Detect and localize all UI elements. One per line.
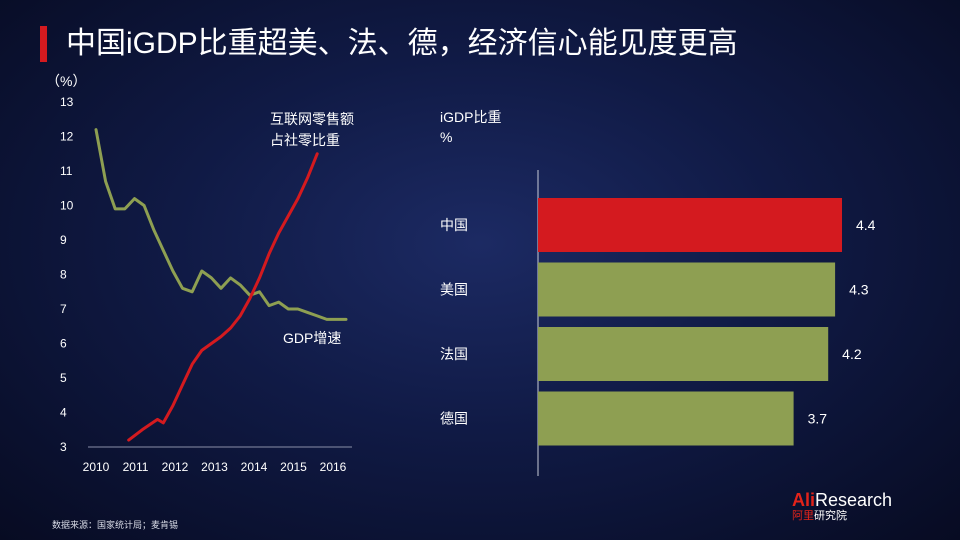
y-tick-label: 8 <box>60 268 67 282</box>
bar <box>538 327 829 381</box>
bar-category-label: 德国 <box>440 411 468 427</box>
y-tick-label: 10 <box>60 199 74 213</box>
y-tick-label: 11 <box>60 164 73 178</box>
logo-text-cn-2: 研究院 <box>814 510 847 522</box>
bar <box>538 262 836 317</box>
gdp-growth-series-label: GDP增速 <box>283 330 341 346</box>
source-note: 数据来源：国家统计局；麦肯锡 <box>52 520 179 530</box>
online-retail-series-label: 占社零比重 <box>270 132 340 148</box>
y-tick-label: 4 <box>60 406 67 420</box>
bar-category-label: 美国 <box>440 282 468 298</box>
bar-value-label: 3.7 <box>808 411 828 427</box>
bar-category-label: 法国 <box>440 346 468 362</box>
online-retail-series-label: 互联网零售额 <box>270 111 354 127</box>
x-tick-label: 2011 <box>123 460 149 474</box>
x-tick-label: 2016 <box>320 460 347 474</box>
y-tick-label: 7 <box>60 302 67 316</box>
x-tick-label: 2010 <box>83 460 110 474</box>
logo-text-ali: Ali <box>792 490 816 510</box>
aliresearch-logo: AliResearch 阿里研究院 <box>792 490 892 523</box>
bar <box>538 198 842 252</box>
bar-value-label: 4.3 <box>849 282 869 298</box>
bar-category-label: 中国 <box>440 217 468 233</box>
y-tick-label: 9 <box>60 233 67 247</box>
y-tick-label: 6 <box>60 337 67 351</box>
y-tick-label: 5 <box>60 371 67 385</box>
y-tick-label: 12 <box>60 130 74 144</box>
bar-chart-title: % <box>440 129 452 145</box>
bar-chart-title: iGDP比重 <box>440 109 501 125</box>
page-title: 中国iGDP比重超美、法、德，经济信心能见度更高 <box>66 27 738 60</box>
line-chart: （%） 13 12 11 10 9 8 7 6 5 4 3 2010 2011 2012 2013 2014 20… <box>46 73 354 474</box>
bar-value-label: 4.2 <box>842 346 862 362</box>
y-tick-label: 13 <box>60 95 74 109</box>
logo-text-cn-1: 阿里 <box>792 510 814 522</box>
bar-chart: iGDP比重% 中国 4.4 美国 4.3 法国 4.2 德国 3.7 <box>440 109 876 476</box>
y-axis-unit-label: （%） <box>46 73 86 89</box>
bar-value-label: 4.4 <box>856 217 876 233</box>
bar <box>538 391 794 446</box>
x-tick-label: 2014 <box>241 460 268 474</box>
x-tick-label: 2013 <box>201 460 228 474</box>
y-tick-label: 3 <box>60 440 67 454</box>
gdp-growth-line <box>94 128 348 321</box>
logo-text-research: Research <box>815 490 893 510</box>
x-tick-label: 2012 <box>162 460 189 474</box>
title-accent-bar <box>40 26 47 62</box>
online-retail-share-line <box>127 152 319 442</box>
x-tick-label: 2015 <box>280 460 307 474</box>
